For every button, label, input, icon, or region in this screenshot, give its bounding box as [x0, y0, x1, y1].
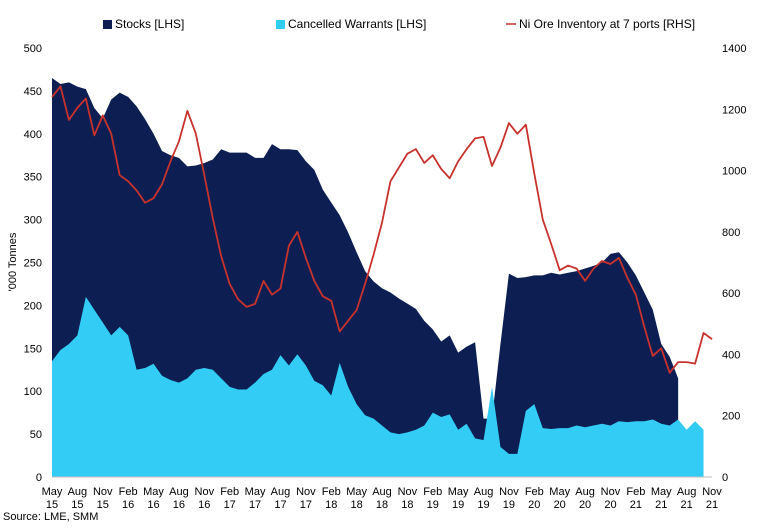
- y2-tick-label: 1200: [722, 104, 746, 116]
- y-tick-label: 400: [24, 129, 42, 141]
- x-tick-label: 15: [97, 499, 109, 511]
- y-tick-label: 100: [24, 386, 42, 398]
- x-tick-label: Nov: [702, 486, 722, 498]
- x-tick-label: 21: [630, 499, 642, 511]
- x-tick-label: May: [651, 486, 672, 498]
- x-tick-label: May: [346, 486, 367, 498]
- x-tick-label: 17: [274, 499, 286, 511]
- x-tick-label: May: [448, 486, 469, 498]
- x-tick-label: 17: [249, 499, 261, 511]
- legend-label-ni-ore: Ni Ore Inventory at 7 ports [RHS]: [519, 17, 695, 31]
- x-tick-label: Feb: [626, 486, 645, 498]
- x-tick-label: May: [549, 486, 570, 498]
- y-tick-label: 0: [36, 472, 42, 484]
- plot-lines: [51, 85, 713, 374]
- x-tick-label: May: [42, 486, 63, 498]
- x-tick-label: 19: [452, 499, 464, 511]
- y2-tick-label: 200: [722, 411, 740, 423]
- x-tick-label: 18: [376, 499, 388, 511]
- source-note: Source: LME, SMM: [3, 511, 98, 523]
- legend-label-cancelled-warrants: Cancelled Warrants [LHS]: [288, 17, 426, 31]
- y2-tick-label: 0: [722, 472, 728, 484]
- x-tick-label: 21: [706, 499, 718, 511]
- x-tick-label: Feb: [423, 486, 442, 498]
- x-tick-label: Nov: [93, 486, 113, 498]
- x-tick-label: Nov: [398, 486, 418, 498]
- x-tick-label: Aug: [575, 486, 595, 498]
- x-tick-label: 19: [503, 499, 515, 511]
- x-tick-label: Nov: [296, 486, 316, 498]
- x-axis: May15Aug15Nov15Feb16May16Aug16Nov16Feb17…: [42, 486, 723, 511]
- x-tick-label: 19: [477, 499, 489, 511]
- y2-tick-label: 1400: [722, 43, 746, 55]
- y-tick-label: 50: [30, 429, 42, 441]
- x-tick-label: Feb: [119, 486, 138, 498]
- x-tick-label: 17: [300, 499, 312, 511]
- y-tick-label: 450: [24, 86, 42, 98]
- x-tick-label: 15: [71, 499, 83, 511]
- x-tick-label: 20: [554, 499, 566, 511]
- x-tick-label: Nov: [195, 486, 215, 498]
- x-tick-label: 20: [604, 499, 616, 511]
- y-axis-left: 0 50 100 150 200 250 300 350 400 450 500: [24, 43, 42, 484]
- x-tick-label: 15: [46, 499, 58, 511]
- y2-tick-label: 1000: [722, 166, 746, 178]
- y-tick-label: 300: [24, 215, 42, 227]
- y2-tick-label: 400: [722, 349, 740, 361]
- x-tick-label: 18: [401, 499, 413, 511]
- plot-areas: [52, 78, 704, 477]
- x-tick-label: 16: [198, 499, 210, 511]
- x-tick-label: Nov: [499, 486, 519, 498]
- legend-swatch-stocks: [103, 20, 112, 29]
- x-tick-label: Aug: [68, 486, 88, 498]
- legend-label-stocks: Stocks [LHS]: [115, 17, 184, 31]
- y-tick-label: 200: [24, 300, 42, 312]
- legend-swatch-cancelled-warrants: [276, 20, 285, 29]
- y-tick-label: 500: [24, 43, 42, 55]
- x-tick-label: Aug: [677, 486, 697, 498]
- x-tick-label: 18: [325, 499, 337, 511]
- y-tick-label: 350: [24, 172, 42, 184]
- x-tick-label: Feb: [525, 486, 544, 498]
- y-tick-label: 250: [24, 258, 42, 270]
- x-tick-label: Aug: [271, 486, 291, 498]
- x-tick-label: Nov: [601, 486, 621, 498]
- x-tick-label: 21: [655, 499, 667, 511]
- ni-ore-inventory-line: [51, 85, 713, 374]
- x-tick-label: 21: [680, 499, 692, 511]
- x-tick-label: Aug: [372, 486, 392, 498]
- x-tick-label: 16: [173, 499, 185, 511]
- legend: Stocks [LHS] Cancelled Warrants [LHS] Ni…: [103, 17, 695, 31]
- y-tick-label: 150: [24, 343, 42, 355]
- y-axis-title: '000 Tonnes: [7, 232, 19, 291]
- y-axis-right: 0 200 400 600 800 1000 1200 1400: [722, 43, 746, 484]
- x-tick-label: 18: [350, 499, 362, 511]
- x-tick-label: Feb: [322, 486, 341, 498]
- x-tick-label: Aug: [169, 486, 189, 498]
- x-tick-label: Feb: [220, 486, 239, 498]
- x-tick-label: 20: [579, 499, 591, 511]
- y2-tick-label: 600: [722, 288, 740, 300]
- x-tick-label: May: [245, 486, 266, 498]
- x-tick-label: 16: [147, 499, 159, 511]
- x-tick-label: May: [143, 486, 164, 498]
- x-tick-label: 20: [528, 499, 540, 511]
- x-tick-label: 17: [224, 499, 236, 511]
- y2-tick-label: 800: [722, 227, 740, 239]
- x-tick-label: 19: [427, 499, 439, 511]
- x-tick-label: 16: [122, 499, 134, 511]
- x-tick-label: Aug: [474, 486, 494, 498]
- cancelled-warrants-area: [52, 296, 704, 477]
